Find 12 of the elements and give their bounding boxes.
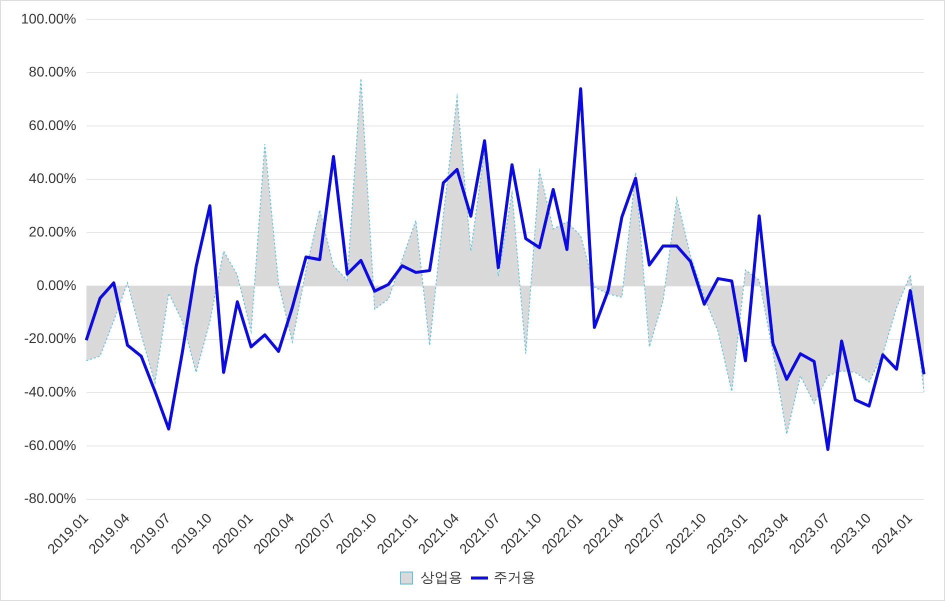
- y-tick-label: -80.00%: [24, 490, 76, 506]
- y-tick-label: 20.00%: [28, 224, 76, 240]
- y-tick-label: 80.00%: [28, 64, 76, 80]
- y-tick-label: 40.00%: [28, 170, 76, 186]
- y-tick-label: -60.00%: [24, 436, 76, 453]
- legend-label: 상업용: [420, 568, 462, 585]
- y-tick-label: 0.00%: [36, 276, 76, 293]
- y-tick-label: 100.00%: [20, 10, 76, 26]
- legend-label: 주거용: [494, 568, 536, 585]
- y-tick-label: -40.00%: [24, 384, 76, 400]
- y-tick-label: 60.00%: [28, 116, 76, 133]
- y-tick-label: -20.00%: [24, 330, 76, 346]
